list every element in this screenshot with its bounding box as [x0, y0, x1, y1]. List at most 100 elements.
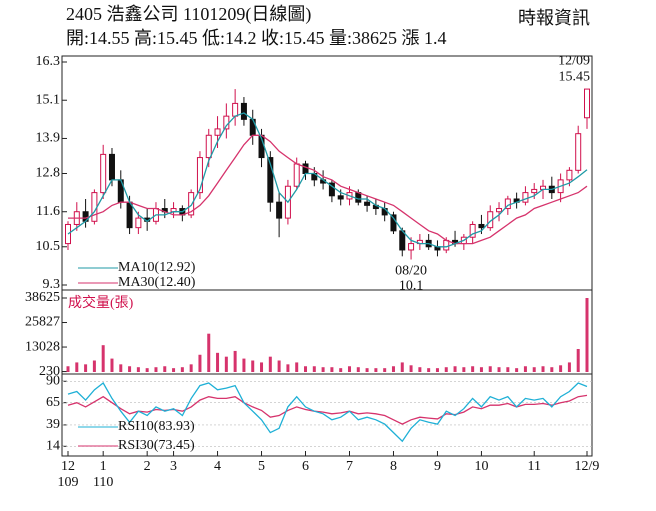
candle-body [337, 195, 344, 200]
candle-body [214, 128, 221, 136]
x-tick-label: 8 [390, 459, 397, 474]
volume-bar [136, 367, 140, 372]
candle-body [443, 239, 450, 251]
candle-body [478, 223, 485, 229]
volume-bar [585, 298, 589, 372]
volume-bar [216, 352, 220, 372]
candle-body [390, 214, 397, 232]
volume-bar [119, 364, 123, 372]
rsi-frame [61, 373, 593, 457]
volume-bar [427, 368, 431, 372]
y-tick-label: 13028 [25, 339, 60, 354]
volume-bar [515, 368, 519, 372]
y-tick-label: 9.3 [43, 277, 61, 292]
volume-frame [61, 289, 593, 375]
volume-bar [75, 362, 79, 372]
y-tick-label: 15.1 [36, 92, 61, 107]
volume-bar [506, 367, 510, 372]
y-tick-label: 25827 [25, 315, 60, 330]
candle-body [108, 153, 115, 181]
volume-bar [330, 367, 334, 372]
y-tick-label: 16.3 [36, 54, 61, 69]
candle-body [293, 163, 300, 187]
volume-bar [365, 368, 369, 372]
legend-label: MA30(12.40) [118, 275, 196, 290]
volume-bar [304, 366, 308, 372]
candle-body [355, 192, 362, 203]
volume-bar [444, 367, 448, 372]
volume-bar [312, 366, 316, 372]
candle-body [223, 115, 230, 130]
line-series [67, 394, 588, 425]
volume-bar [479, 367, 483, 372]
volume-bar [145, 368, 149, 372]
candle-body [522, 192, 529, 203]
line-series [67, 112, 588, 248]
quote: 開:14.55 高:15.45 低:14.2 收:15.45 量:38625 漲… [66, 28, 447, 48]
volume-bar [84, 364, 88, 372]
volume-bar [101, 345, 105, 372]
x-tick-label: 11 [527, 459, 540, 474]
volume-bar [277, 360, 281, 372]
y-tick-label: 230 [39, 364, 60, 379]
volume-bar [110, 358, 114, 372]
source: 時報資訊 [518, 8, 590, 28]
candle-body [267, 157, 274, 203]
volume-bar [198, 354, 202, 372]
legend-label: MA10(12.92) [118, 260, 196, 275]
legend-label: RSI30(73.45) [118, 438, 195, 453]
volume-bar [268, 356, 272, 372]
volume-bar [128, 366, 132, 372]
x-year-label: 109 [58, 475, 79, 490]
x-tick-label: 1 [100, 459, 107, 474]
volume-bar [391, 366, 395, 372]
volume-bar [163, 366, 167, 372]
x-tick-label: 4 [214, 459, 221, 474]
candle-body [504, 198, 511, 210]
y-tick-label: 12.8 [36, 166, 61, 181]
y-tick-label: 65 [46, 395, 60, 410]
x-tick-label: 10 [474, 459, 488, 474]
candle-body [584, 88, 590, 119]
y-tick-label: 11.6 [36, 204, 60, 219]
volume-bar [286, 364, 290, 372]
candle-body [232, 102, 239, 117]
volume-bar [356, 367, 360, 372]
annotation-value: 15.45 [559, 69, 591, 84]
volume-bar [453, 366, 457, 372]
candle-body [65, 223, 71, 245]
volume-bar [321, 367, 325, 372]
candle-body [399, 230, 406, 251]
x-year-label: 110 [93, 475, 113, 490]
volume-bar [295, 362, 299, 372]
volume-bar [233, 350, 237, 372]
volume-bar [66, 366, 70, 372]
x-tick-label: 7 [346, 459, 353, 474]
volume-bar [260, 362, 264, 372]
volume-bar [339, 368, 343, 372]
x-tick-label: 5 [258, 459, 265, 474]
y-tick-label: 13.9 [36, 131, 61, 146]
panel-title: 成交量(張) [68, 294, 134, 311]
volume-bar [497, 367, 501, 372]
volume-bar [207, 333, 211, 372]
candle-body [408, 243, 415, 251]
candle-body [135, 217, 142, 229]
volume-bar [418, 367, 422, 372]
y-tick-label: 10.5 [36, 239, 61, 254]
volume-bar [471, 366, 475, 372]
x-tick-label: 6 [302, 459, 309, 474]
candle-body [364, 201, 371, 206]
volume-bar [347, 366, 351, 372]
volume-bar [550, 367, 554, 372]
candle-body [328, 182, 335, 197]
title: 2405 浩鑫公司 1101209(日線圖) [66, 4, 311, 25]
volume-bar [488, 366, 492, 372]
x-tick-label: 3 [170, 459, 177, 474]
candle-body [575, 133, 582, 171]
legend-label: RSI10(83.93) [118, 419, 195, 434]
candle-body [302, 163, 309, 174]
volume-bar [435, 368, 439, 372]
y-tick-label: 90 [46, 373, 60, 388]
